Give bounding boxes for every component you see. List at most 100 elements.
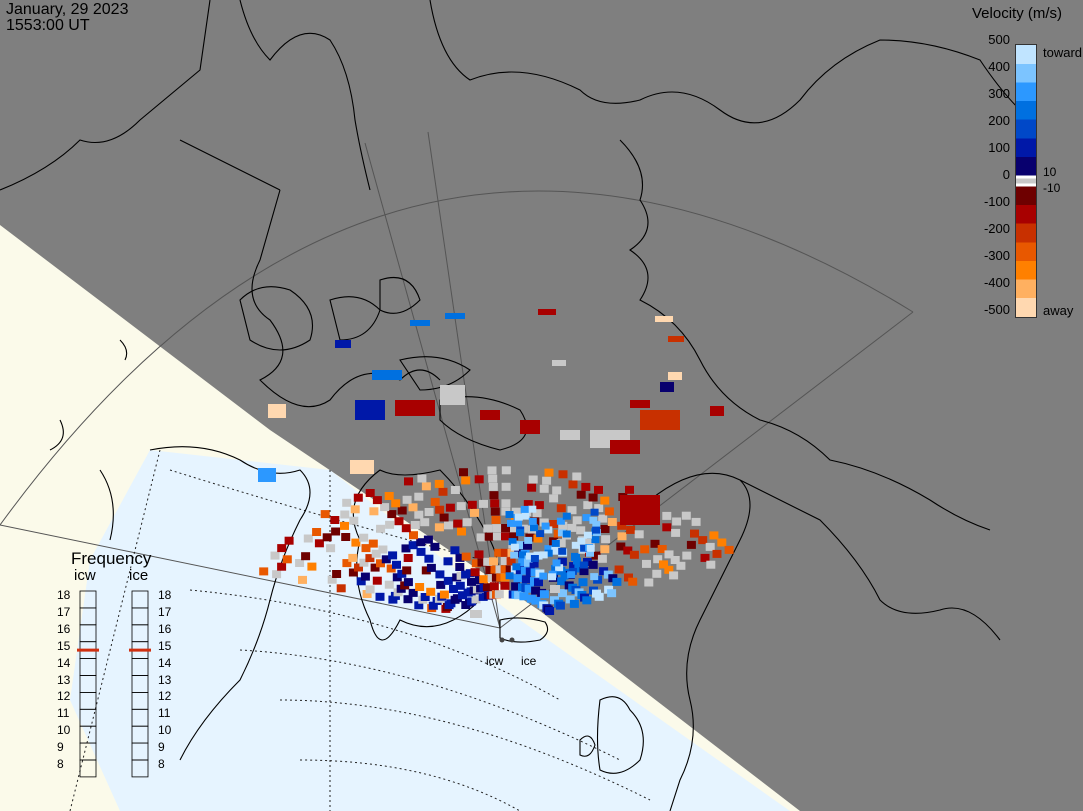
velocity-cell (312, 528, 322, 536)
velocity-cell (488, 482, 498, 491)
velocity-cell (659, 560, 668, 569)
velocity-cell (538, 309, 556, 315)
velocity-cell (590, 508, 599, 516)
cb-tick-100: 100 (988, 140, 1010, 155)
velocity-cell (443, 557, 453, 566)
velocity-cell (628, 577, 638, 586)
velocity-cell (668, 336, 684, 342)
velocity-cell (365, 554, 375, 563)
velocity-cell (500, 548, 510, 557)
velocity-cell (420, 518, 430, 527)
velocity-cell (514, 519, 523, 527)
velocity-cell (523, 500, 533, 509)
velocity-cell (434, 523, 444, 532)
velocity-cell (416, 547, 426, 556)
velocity-cell (629, 550, 639, 559)
freq-level-label: 16 (57, 621, 71, 636)
velocity-cell (590, 573, 599, 581)
daylight-sea (70, 450, 790, 811)
velocity-cell (365, 585, 375, 594)
velocity-cell (360, 572, 370, 581)
velocity-cell (336, 584, 346, 593)
velocity-cell (573, 557, 581, 565)
velocity-cell (706, 560, 716, 569)
velocity-cell (582, 514, 591, 522)
freq-level-label: 8 (57, 757, 64, 771)
cb-tick-m100: -100 (983, 194, 1010, 209)
velocity-cell (403, 578, 413, 587)
velocity-cell (362, 590, 372, 598)
velocity-cell (588, 560, 598, 569)
velocity-cell (682, 551, 692, 560)
velocity-cell (494, 548, 504, 557)
velocity-cell (395, 400, 435, 416)
velocity-cell (511, 582, 521, 591)
velocity-cell (301, 552, 311, 561)
velocity-cell (567, 571, 576, 579)
velocity-cell (476, 533, 486, 542)
velocity-cell (462, 518, 472, 527)
velocity-cell (354, 563, 363, 572)
site-label-ice: ice (521, 654, 537, 668)
velocity-cell (467, 577, 476, 586)
velocity-cell (583, 501, 593, 510)
velocity-cell (555, 601, 565, 610)
velocity-cell (548, 573, 556, 581)
freq-level-label: 11 (158, 706, 171, 721)
velocity-cell (335, 340, 351, 348)
velocity-cell (640, 410, 680, 430)
velocity-cell (327, 575, 337, 584)
velocity-cell (392, 560, 401, 569)
velocity-cell (384, 580, 394, 589)
velocity-cells (258, 309, 734, 618)
velocity-cell (625, 485, 634, 494)
velocity-cell (487, 466, 497, 475)
velocity-cell (514, 513, 523, 521)
velocity-cell (510, 524, 519, 533)
velocity-cell (591, 551, 601, 560)
velocity-colorbar (1015, 44, 1037, 318)
velocity-cell (519, 551, 527, 559)
velocity-cell (341, 533, 351, 541)
velocity-cell (491, 515, 501, 524)
velocity-cell (426, 563, 436, 572)
velocity-cell (402, 566, 412, 575)
velocity-cell (492, 524, 502, 533)
velocity-cell (414, 601, 424, 610)
velocity-cell (652, 569, 662, 578)
velocity-cell (351, 538, 361, 547)
frequency-boxes (77, 590, 151, 778)
velocity-cell (439, 513, 449, 522)
velocity-cell (340, 521, 349, 530)
velocity-cell (426, 587, 436, 596)
velocity-cell (355, 400, 385, 420)
velocity-cell (571, 552, 580, 561)
velocity-cell (402, 495, 412, 504)
velocity-cell (474, 475, 484, 484)
velocity-cell (585, 538, 595, 547)
velocity-cell (592, 521, 601, 529)
velocity-cell (510, 551, 519, 559)
velocity-cell (578, 578, 588, 587)
velocity-cell (501, 532, 510, 541)
freq-level-label: 9 (158, 740, 165, 755)
velocity-cell (443, 576, 453, 585)
velocity-cell (551, 546, 561, 555)
freq-level-label: 13 (57, 672, 71, 687)
freq-level-label: 11 (57, 706, 70, 721)
velocity-cell (617, 521, 627, 530)
velocity-cell (450, 486, 460, 494)
velocity-cell (479, 575, 489, 584)
velocity-cell (350, 505, 360, 514)
velocity-cell (607, 589, 617, 598)
velocity-cell (455, 563, 465, 571)
coastlines (0, 0, 1021, 811)
velocity-cell (630, 400, 650, 408)
velocity-cell (435, 505, 445, 514)
velocity-cell (439, 590, 449, 599)
velocity-cell (650, 539, 660, 548)
velocity-cell (520, 420, 540, 434)
velocity-cell (533, 534, 543, 543)
